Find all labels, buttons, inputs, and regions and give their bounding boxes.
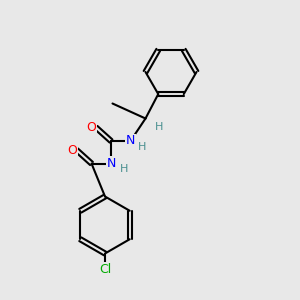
Text: N: N — [106, 157, 116, 170]
Text: N: N — [126, 134, 135, 148]
Text: H: H — [138, 142, 147, 152]
Text: Cl: Cl — [99, 262, 111, 276]
Text: O: O — [67, 143, 77, 157]
Text: O: O — [87, 121, 96, 134]
Text: H: H — [120, 164, 129, 175]
Text: H: H — [155, 122, 163, 133]
